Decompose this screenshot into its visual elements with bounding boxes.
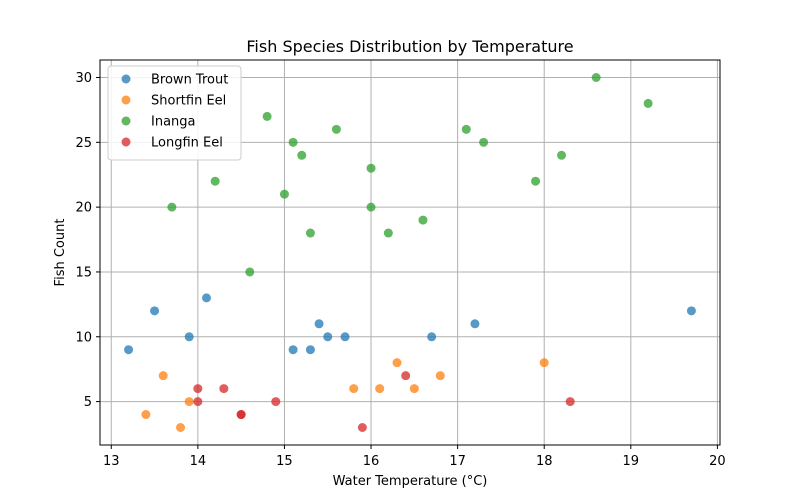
- y-axis-title: Fish Count: [53, 219, 68, 287]
- data-point-brown-trout: [427, 332, 437, 342]
- legend-frame: [107, 65, 242, 161]
- data-point-inanga: [591, 73, 601, 82]
- data-point-inanga: [383, 228, 393, 238]
- data-point-longfin-eel: [193, 397, 203, 407]
- data-point-longfin-eel: [219, 384, 229, 394]
- data-point-inanga: [262, 111, 272, 121]
- y-tick-label: 10: [75, 330, 92, 345]
- data-point-longfin-eel: [193, 384, 203, 394]
- y-tick-label: 25: [75, 136, 92, 151]
- data-point-shortfin-eel: [392, 358, 402, 368]
- data-point-shortfin-eel: [158, 371, 168, 381]
- data-point-shortfin-eel: [176, 423, 186, 432]
- data-point-inanga: [531, 176, 541, 186]
- data-point-shortfin-eel: [435, 371, 445, 381]
- x-tick-label: 15: [276, 454, 293, 469]
- data-point-inanga: [418, 215, 428, 225]
- data-point-inanga: [305, 228, 315, 238]
- data-point-inanga: [479, 137, 489, 147]
- data-point-brown-trout: [184, 332, 194, 342]
- data-point-shortfin-eel: [141, 410, 151, 420]
- x-tick-label: 16: [363, 454, 380, 469]
- data-point-longfin-eel: [565, 397, 575, 407]
- data-point-brown-trout: [202, 293, 212, 303]
- data-point-inanga: [331, 124, 341, 134]
- y-tick-label: 5: [84, 395, 92, 410]
- data-point-longfin-eel: [271, 397, 281, 407]
- data-point-shortfin-eel: [375, 384, 385, 394]
- data-point-brown-trout: [340, 332, 350, 342]
- data-point-shortfin-eel: [349, 384, 359, 394]
- chart-title: Fish Species Distribution by Temperature: [246, 37, 573, 56]
- data-point-brown-trout: [124, 345, 134, 355]
- axis-ticks: 13 14 15 16 17 18 19 20 5 10 15 20 25 30: [75, 71, 725, 469]
- data-point-inanga: [297, 150, 307, 160]
- data-point-brown-trout: [323, 332, 333, 342]
- data-point-inanga: [557, 150, 567, 160]
- data-point-shortfin-eel: [409, 384, 419, 394]
- data-point-inanga: [643, 98, 653, 108]
- data-point-inanga: [245, 267, 255, 277]
- data-point-inanga: [279, 189, 289, 199]
- legend: Brown Trout Shortfin Eel Inanga Longfin Eel: [107, 65, 242, 161]
- legend-marker-brown-trout: [121, 74, 131, 84]
- data-points: [124, 73, 696, 432]
- data-point-brown-trout: [314, 319, 324, 329]
- x-tick-label: 20: [709, 454, 726, 469]
- data-point-longfin-eel: [236, 410, 246, 420]
- data-point-brown-trout: [150, 306, 160, 316]
- x-tick-label: 14: [190, 454, 207, 469]
- legend-label-shortfin-eel: Shortfin Eel: [151, 94, 226, 109]
- data-point-brown-trout: [686, 306, 696, 316]
- legend-label-longfin-eel: Longfin Eel: [151, 136, 223, 151]
- data-point-brown-trout: [288, 345, 298, 355]
- data-point-inanga: [461, 124, 471, 134]
- x-axis-title: Water Temperature (°C): [333, 474, 488, 489]
- data-point-brown-trout: [305, 345, 315, 355]
- grid-lines: [100, 60, 720, 445]
- legend-label-inanga: Inanga: [151, 115, 196, 130]
- y-tick-label: 20: [75, 201, 92, 216]
- y-tick-label: 15: [75, 265, 92, 280]
- data-point-inanga: [210, 176, 220, 186]
- x-tick-label: 13: [103, 454, 120, 469]
- legend-marker-longfin-eel: [121, 137, 131, 147]
- data-point-inanga: [288, 137, 298, 147]
- x-tick-label: 18: [536, 454, 553, 469]
- data-point-inanga: [366, 202, 376, 212]
- x-tick-label: 19: [623, 454, 640, 469]
- data-point-inanga: [167, 202, 177, 212]
- data-point-inanga: [366, 163, 376, 173]
- data-point-shortfin-eel: [184, 397, 194, 407]
- y-tick-label: 30: [75, 71, 92, 86]
- data-point-shortfin-eel: [539, 358, 549, 368]
- plot-area-frame: [99, 59, 721, 446]
- data-point-longfin-eel: [357, 423, 367, 432]
- legend-label-brown-trout: Brown Trout: [151, 73, 228, 88]
- legend-marker-inanga: [121, 116, 131, 126]
- data-point-longfin-eel: [401, 371, 411, 381]
- legend-marker-shortfin-eel: [121, 95, 131, 105]
- data-point-brown-trout: [470, 319, 480, 329]
- x-tick-label: 17: [449, 454, 466, 469]
